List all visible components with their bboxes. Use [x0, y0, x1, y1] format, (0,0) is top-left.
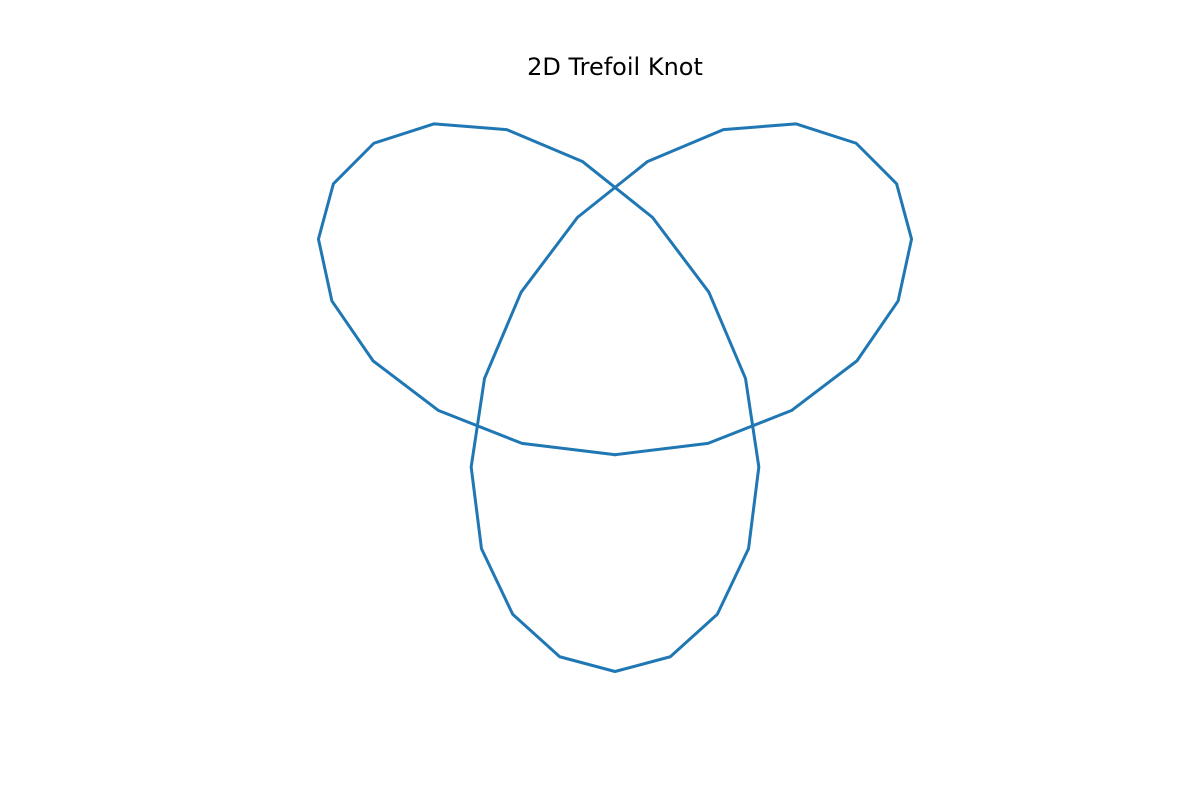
chart-title: 2D Trefoil Knot: [527, 53, 703, 81]
line-series: [316, 122, 914, 673]
